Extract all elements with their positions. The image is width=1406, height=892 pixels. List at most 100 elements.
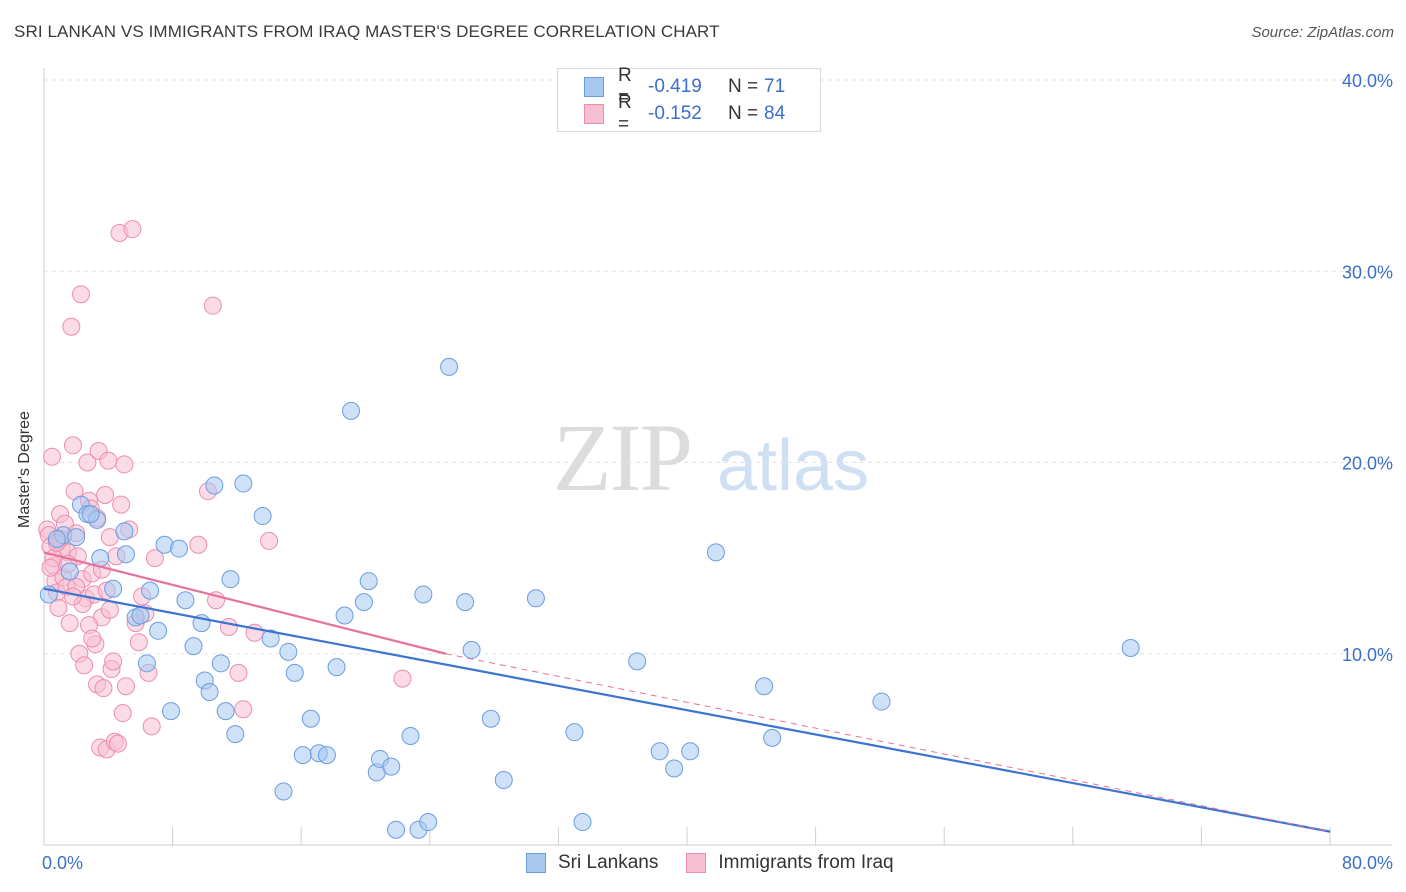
data-point-srilankan <box>359 572 378 591</box>
legend-item-srilankans[interactable]: Sri Lankans <box>526 852 658 874</box>
data-point-srilankan <box>681 742 700 761</box>
data-point-srilankan <box>226 725 245 744</box>
data-point-iraq <box>115 455 134 474</box>
data-point-srilankan <box>184 637 203 656</box>
x-tick-label: 80.0% <box>1342 853 1393 873</box>
data-point-srilankan <box>115 522 134 541</box>
data-point-srilankan <box>81 505 100 524</box>
data-point-iraq <box>41 558 60 577</box>
legend-item-label: Immigrants from Iraq <box>718 852 894 873</box>
watermark-atlas: atlas <box>717 426 870 506</box>
data-point-iraq <box>60 614 79 633</box>
data-point-srilankan <box>317 746 336 765</box>
data-point-srilankan <box>414 585 433 604</box>
data-point-iraq <box>63 436 82 455</box>
data-point-iraq <box>123 220 142 239</box>
data-point-iraq <box>129 633 148 652</box>
watermark-zip: ZIP <box>553 404 693 511</box>
data-point-srilankan <box>706 543 725 562</box>
data-point-srilankan <box>253 507 272 526</box>
data-point-srilankan <box>387 820 406 839</box>
data-point-iraq <box>113 704 132 723</box>
data-point-iraq <box>108 734 127 753</box>
legend-n-label: N = <box>728 76 759 97</box>
data-point-iraq <box>234 700 253 719</box>
data-point-iraq <box>78 453 97 472</box>
data-point-srilankan <box>176 591 195 610</box>
data-point-srilankan <box>755 677 774 696</box>
legend-n-value: 71 <box>764 76 786 97</box>
data-point-iraq <box>94 679 113 698</box>
data-point-srilankan <box>382 757 401 776</box>
data-point-srilankan <box>274 782 293 801</box>
chart-title: SRI LANKAN VS IMMIGRANTS FROM IRAQ MASTE… <box>14 22 720 41</box>
data-point-iraq <box>100 600 119 619</box>
data-point-srilankan <box>141 581 160 600</box>
grid-lines <box>44 79 1392 655</box>
data-point-srilankan <box>211 654 230 673</box>
data-point-iraq <box>104 652 123 671</box>
data-point-srilankan <box>872 692 891 711</box>
data-point-srilankan <box>462 640 481 659</box>
correlation-legend: R = -0.419 N = 71 R = -0.152 N = 84 <box>557 65 821 135</box>
data-point-srilankan <box>116 545 135 564</box>
data-point-iraq <box>99 451 118 470</box>
legend-r-label: R = <box>618 65 632 108</box>
data-point-srilankan <box>149 621 168 640</box>
data-point-srilankan <box>301 709 320 728</box>
data-point-srilankan <box>161 702 180 721</box>
data-point-srilankan <box>137 654 156 673</box>
data-point-srilankan <box>665 759 684 778</box>
data-point-srilankan <box>335 606 354 625</box>
legend-n-label: N = <box>728 103 759 124</box>
data-point-iraq <box>142 717 161 736</box>
data-point-srilankan <box>650 742 669 761</box>
legend-swatch-pink <box>686 853 707 873</box>
legend-swatch-pink <box>584 104 604 124</box>
y-axis-label: Master's Degree <box>16 411 33 528</box>
data-point-srilankan <box>205 476 224 495</box>
legend-n-value: 84 <box>764 103 786 124</box>
data-point-iraq <box>62 317 81 336</box>
data-point-srilankan <box>39 585 58 604</box>
x-tick-label: 0.0% <box>42 853 83 873</box>
data-point-srilankan <box>293 746 312 765</box>
data-point-iraq <box>145 549 164 568</box>
legend-r-value: -0.152 <box>648 103 702 124</box>
data-point-iraq <box>49 598 68 617</box>
data-point-srilankan <box>628 652 647 671</box>
trend-line-iraq <box>43 551 447 655</box>
data-point-iraq <box>71 285 90 304</box>
source-label: Source: ZipAtlas.com <box>1251 24 1394 41</box>
data-point-iraq <box>203 296 222 315</box>
data-point-iraq <box>112 495 131 514</box>
data-point-iraq <box>43 447 62 466</box>
data-point-iraq <box>260 531 279 550</box>
data-point-srilankan <box>354 593 373 612</box>
axes <box>43 68 1392 846</box>
trend-line-iraq-extension <box>445 653 1331 833</box>
legend-r-value: -0.419 <box>648 76 702 97</box>
series-legend: Sri Lankans Immigrants from Iraq <box>526 852 922 874</box>
data-point-iraq <box>75 656 94 675</box>
data-point-iraq <box>229 663 248 682</box>
data-point-srilankan <box>60 562 79 581</box>
data-point-srilankan <box>456 593 475 612</box>
tick-labels: 10.0% 20.0% 30.0% 40.0% 0.0% 80.0% <box>42 71 1393 873</box>
y-tick-label: 20.0% <box>1342 454 1393 474</box>
data-point-srilankan <box>279 642 298 661</box>
data-point-srilankan <box>104 579 123 598</box>
legend-item-iraq[interactable]: Immigrants from Iraq <box>686 852 894 874</box>
legend-item-label: Sri Lankans <box>558 852 659 873</box>
data-point-srilankan <box>1121 639 1140 658</box>
data-point-srilankan <box>200 683 219 701</box>
data-point-srilankan <box>170 539 189 558</box>
series-iraq-points <box>38 220 412 759</box>
data-point-iraq <box>116 677 135 696</box>
series-srilankan-points <box>39 357 1140 839</box>
legend-row-iraq: R = -0.152 N = 84 <box>584 92 786 135</box>
data-point-srilankan <box>67 528 86 547</box>
data-point-srilankan <box>526 589 545 608</box>
data-point-srilankan <box>342 401 361 420</box>
